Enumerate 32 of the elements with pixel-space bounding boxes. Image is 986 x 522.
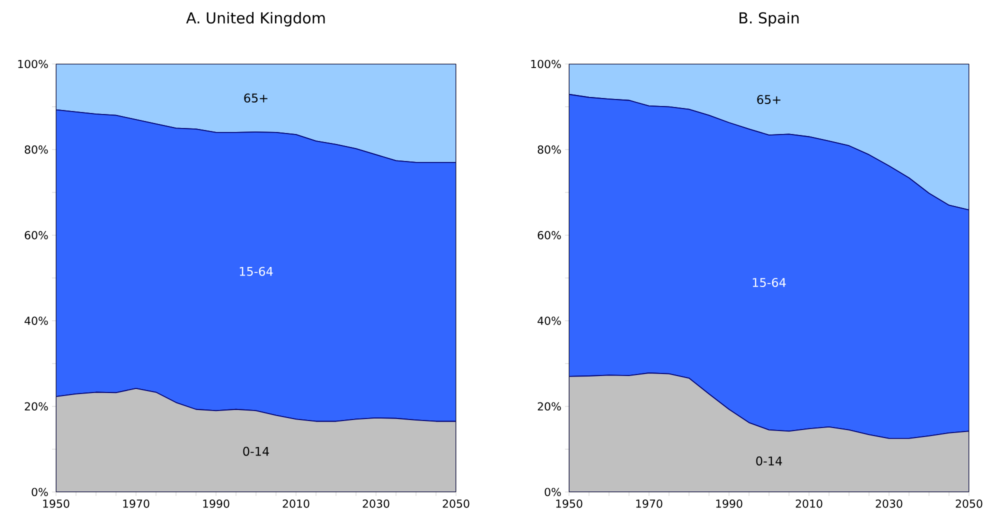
x-tick-label: 2050 bbox=[442, 499, 470, 508]
series-label: 65+ bbox=[757, 94, 780, 104]
y-tick-label: 20% bbox=[538, 402, 561, 411]
x-tick-label: 2030 bbox=[362, 499, 390, 508]
x-tick-label: 1950 bbox=[43, 499, 70, 508]
series-label: 15-64 bbox=[240, 266, 273, 276]
x-tick-label: 1970 bbox=[123, 499, 150, 508]
y-tick-label: 60% bbox=[24, 231, 48, 240]
chart-title: A. United Kingdom bbox=[186, 12, 325, 26]
y-tick-label: 100% bbox=[18, 60, 48, 68]
y-tick-label: 100% bbox=[531, 60, 561, 68]
y-tick-label: 0% bbox=[32, 488, 48, 496]
x-tick-label: 1990 bbox=[716, 499, 742, 508]
x-tick-label: 1990 bbox=[203, 499, 230, 508]
y-tick-label: 80% bbox=[538, 145, 561, 154]
x-tick-label: 1950 bbox=[556, 499, 582, 508]
x-tick-label: 2010 bbox=[796, 499, 822, 508]
y-tick-label: 20% bbox=[24, 402, 48, 411]
x-tick-label: 1970 bbox=[636, 499, 662, 508]
x-tick-label: 2010 bbox=[282, 499, 310, 508]
series-label: 65+ bbox=[244, 93, 268, 103]
series-label: 15-64 bbox=[752, 278, 786, 288]
y-tick-label: 40% bbox=[538, 316, 561, 325]
y-tick-label: 0% bbox=[544, 488, 561, 496]
series-label: 0-14 bbox=[243, 446, 269, 456]
y-tick-label: 80% bbox=[24, 145, 48, 154]
series-label: 0-14 bbox=[756, 456, 782, 466]
x-tick-label: 2050 bbox=[956, 499, 982, 508]
y-tick-label: 60% bbox=[538, 231, 561, 240]
y-tick-label: 40% bbox=[24, 316, 48, 325]
x-tick-label: 2030 bbox=[876, 499, 902, 508]
chart-title: B. Spain bbox=[740, 12, 799, 26]
